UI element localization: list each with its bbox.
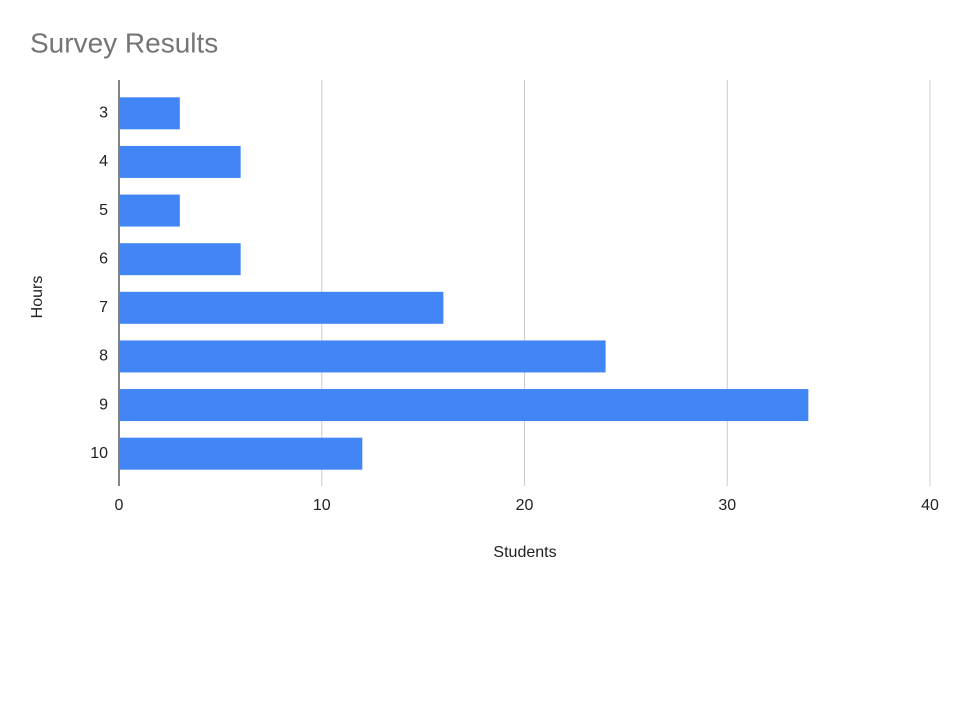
y-tick-label: 6 (99, 250, 108, 267)
y-axis-label: Hours (29, 276, 46, 319)
bar (119, 340, 606, 373)
x-tick-label: 30 (718, 497, 736, 514)
x-axis-label: Students (493, 544, 556, 561)
y-tick-label: 9 (99, 396, 108, 413)
x-tick-label: 0 (115, 497, 124, 514)
bar (119, 243, 241, 276)
bar (119, 97, 180, 130)
bar (119, 291, 444, 324)
x-tick-label: 10 (313, 497, 331, 514)
bar (119, 145, 241, 178)
x-tick-label: 40 (921, 497, 939, 514)
bar (119, 437, 363, 470)
bar (119, 389, 809, 422)
y-tick-label: 7 (99, 299, 108, 316)
y-tick-label: 5 (99, 202, 108, 219)
chart-title: Survey Results (30, 27, 218, 58)
y-tick-label: 8 (99, 348, 108, 365)
y-tick-label: 4 (99, 153, 108, 170)
y-tick-label: 3 (99, 105, 108, 122)
y-tick-label: 10 (90, 445, 108, 462)
bar (119, 194, 180, 227)
x-tick-label: 20 (516, 497, 534, 514)
